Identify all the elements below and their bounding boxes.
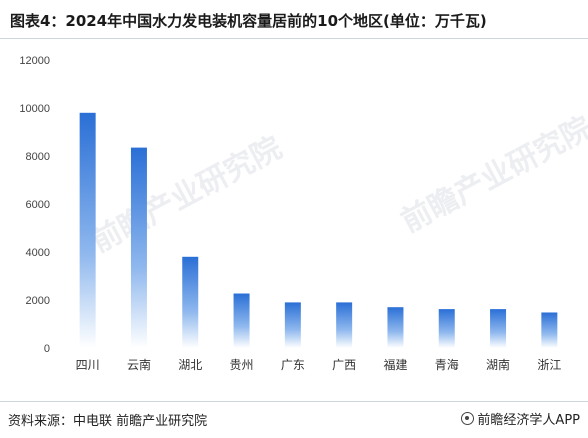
x-tick-label: 云南 [127,357,151,372]
bar-广西 [336,302,353,348]
chart-title: 图表4：2024年中国水力发电装机容量居前的10个地区(单位：万千瓦) [10,12,487,30]
brand-logo-icon [461,412,475,425]
bar-浙江 [541,312,558,348]
x-tick-label: 湖北 [178,357,202,372]
y-tick-label: 2000 [26,295,50,307]
x-tick-label: 浙江 [537,358,561,372]
y-tick-label: 0 [44,343,50,355]
chart-area: 0 2000 4000 6000 8000 10000 12000 四川 云南 湖北 贵州 广东 广西 福… [0,44,588,384]
bar-chart: 0 2000 4000 6000 8000 10000 12000 四川 云南 湖北 贵州 广东 广西 福… [19,55,561,372]
y-tick-label: 10000 [19,103,50,115]
y-tick-label: 6000 [26,199,50,211]
x-tick-label: 广西 [332,358,356,372]
brand-label: 前瞻经济学人APP [477,413,580,428]
bar-贵州 [233,293,250,348]
y-tick-label: 8000 [26,151,50,163]
x-tick-label: 贵州 [230,358,254,372]
x-tick-label: 四川 [76,358,100,372]
bar-云南 [130,147,147,348]
brand-credit: 前瞻经济学人APP [461,409,580,428]
y-tick-label: 4000 [26,247,50,259]
y-tick-label: 12000 [19,55,50,67]
bar-青海 [438,309,455,348]
bar-湖北 [182,256,199,348]
bar-福建 [387,307,404,348]
bar-湖南 [490,309,507,348]
x-tick-label: 广东 [281,358,305,372]
x-tick-label: 福建 [383,357,407,372]
title-divider [0,38,588,39]
footer-divider [0,401,588,402]
x-tick-label: 青海 [435,357,459,372]
bar-广东 [284,302,301,348]
source-note: 资料来源：中电联 前瞻产业研究院 [8,414,208,429]
x-tick-label: 湖南 [486,357,510,372]
bar-四川 [79,112,96,348]
